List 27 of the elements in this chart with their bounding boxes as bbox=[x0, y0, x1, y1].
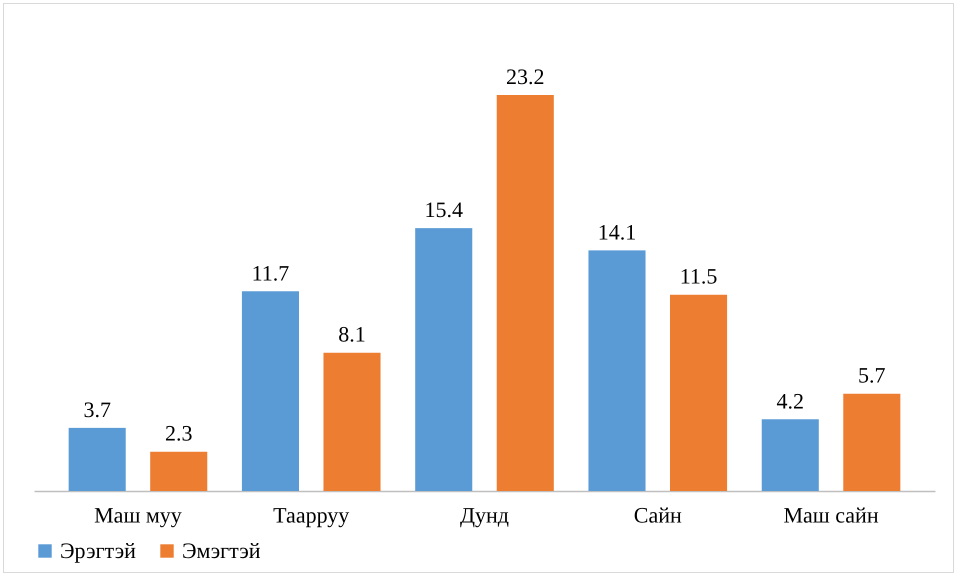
x-tick-label: Сайн bbox=[634, 502, 682, 528]
data-label: 11.7 bbox=[252, 260, 290, 286]
data-label: 3.7 bbox=[83, 396, 111, 422]
data-label: 15.4 bbox=[424, 197, 463, 222]
bar bbox=[323, 352, 381, 491]
x-tick-label: Маш муу bbox=[94, 502, 182, 528]
x-tick-label: Таарруу bbox=[273, 502, 350, 528]
legend-label: Эрэгтэй bbox=[60, 538, 136, 563]
bar bbox=[843, 394, 900, 491]
bar bbox=[150, 452, 208, 491]
data-label: 2.3 bbox=[164, 420, 192, 446]
bar bbox=[68, 428, 126, 491]
bar bbox=[588, 250, 646, 491]
x-tick-label: Дунд bbox=[460, 502, 509, 528]
data-label: 23.2 bbox=[506, 64, 545, 89]
bar bbox=[496, 95, 554, 491]
bar bbox=[670, 294, 728, 491]
legend-label: Эмэгтэй bbox=[182, 538, 261, 563]
data-label: 14.1 bbox=[598, 219, 636, 244]
bar bbox=[762, 419, 819, 491]
data-label: 4.2 bbox=[776, 388, 804, 414]
bar bbox=[242, 291, 299, 491]
data-label: 8.1 bbox=[338, 322, 366, 347]
bar bbox=[415, 228, 472, 491]
x-tick-label: Маш сайн bbox=[783, 502, 879, 528]
data-label: 5.7 bbox=[858, 362, 886, 388]
data-label: 11.5 bbox=[680, 264, 718, 289]
